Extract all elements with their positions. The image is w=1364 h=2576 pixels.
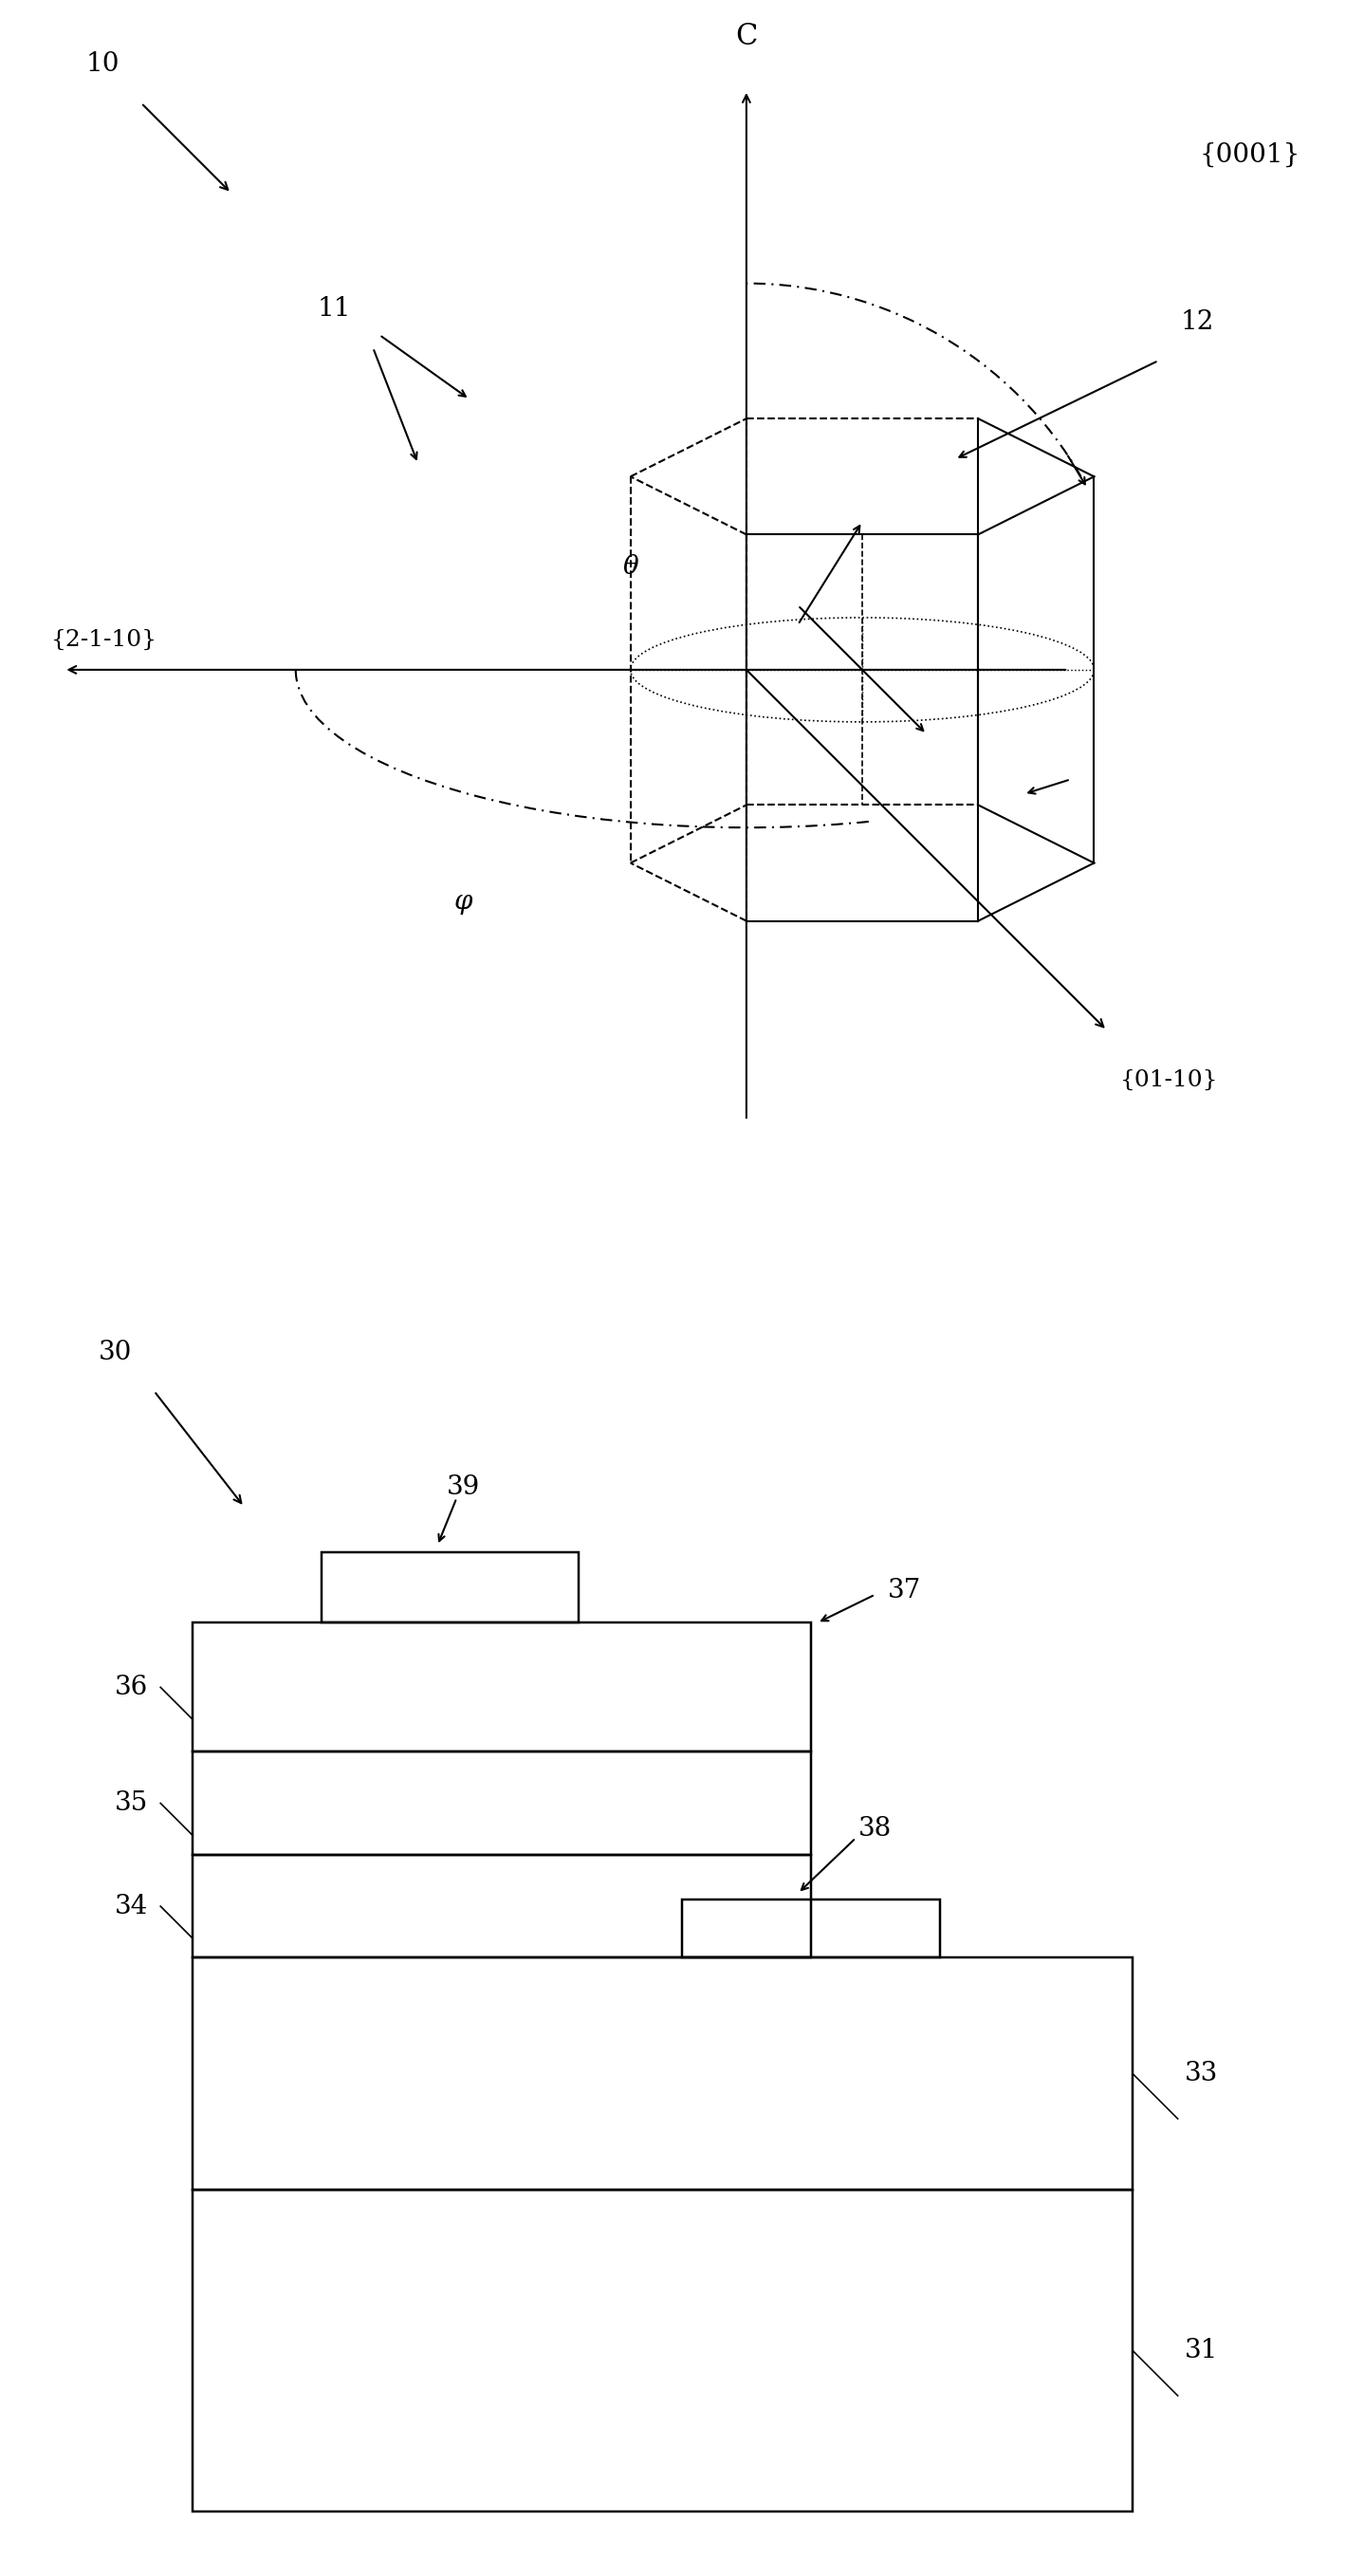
Text: 37: 37 <box>888 1579 922 1602</box>
Bar <box>192 1752 810 1855</box>
Text: φ: φ <box>454 889 472 914</box>
Text: 38: 38 <box>858 1816 892 1842</box>
Text: 36: 36 <box>115 1674 147 1700</box>
Text: 31: 31 <box>1184 2339 1218 2362</box>
Bar <box>192 2190 1132 2512</box>
Text: 10: 10 <box>86 52 120 77</box>
Bar <box>322 1551 578 1623</box>
Text: 39: 39 <box>446 1476 480 1499</box>
Text: 35: 35 <box>115 1790 147 1816</box>
Text: 12: 12 <box>1180 309 1214 335</box>
Text: 30: 30 <box>98 1340 132 1365</box>
Text: θ: θ <box>622 554 638 580</box>
Text: {2-1-10}: {2-1-10} <box>50 629 157 649</box>
Text: 11: 11 <box>318 296 351 322</box>
Bar <box>192 1623 810 1752</box>
Text: 34: 34 <box>115 1893 147 1919</box>
Text: {0001}: {0001} <box>1199 142 1300 167</box>
Bar <box>682 1901 940 1958</box>
Bar <box>192 1855 810 1958</box>
Text: 33: 33 <box>1184 2061 1218 2087</box>
Text: C: C <box>735 23 757 52</box>
Text: {01-10}: {01-10} <box>1120 1069 1218 1090</box>
Bar <box>192 1958 1132 2190</box>
